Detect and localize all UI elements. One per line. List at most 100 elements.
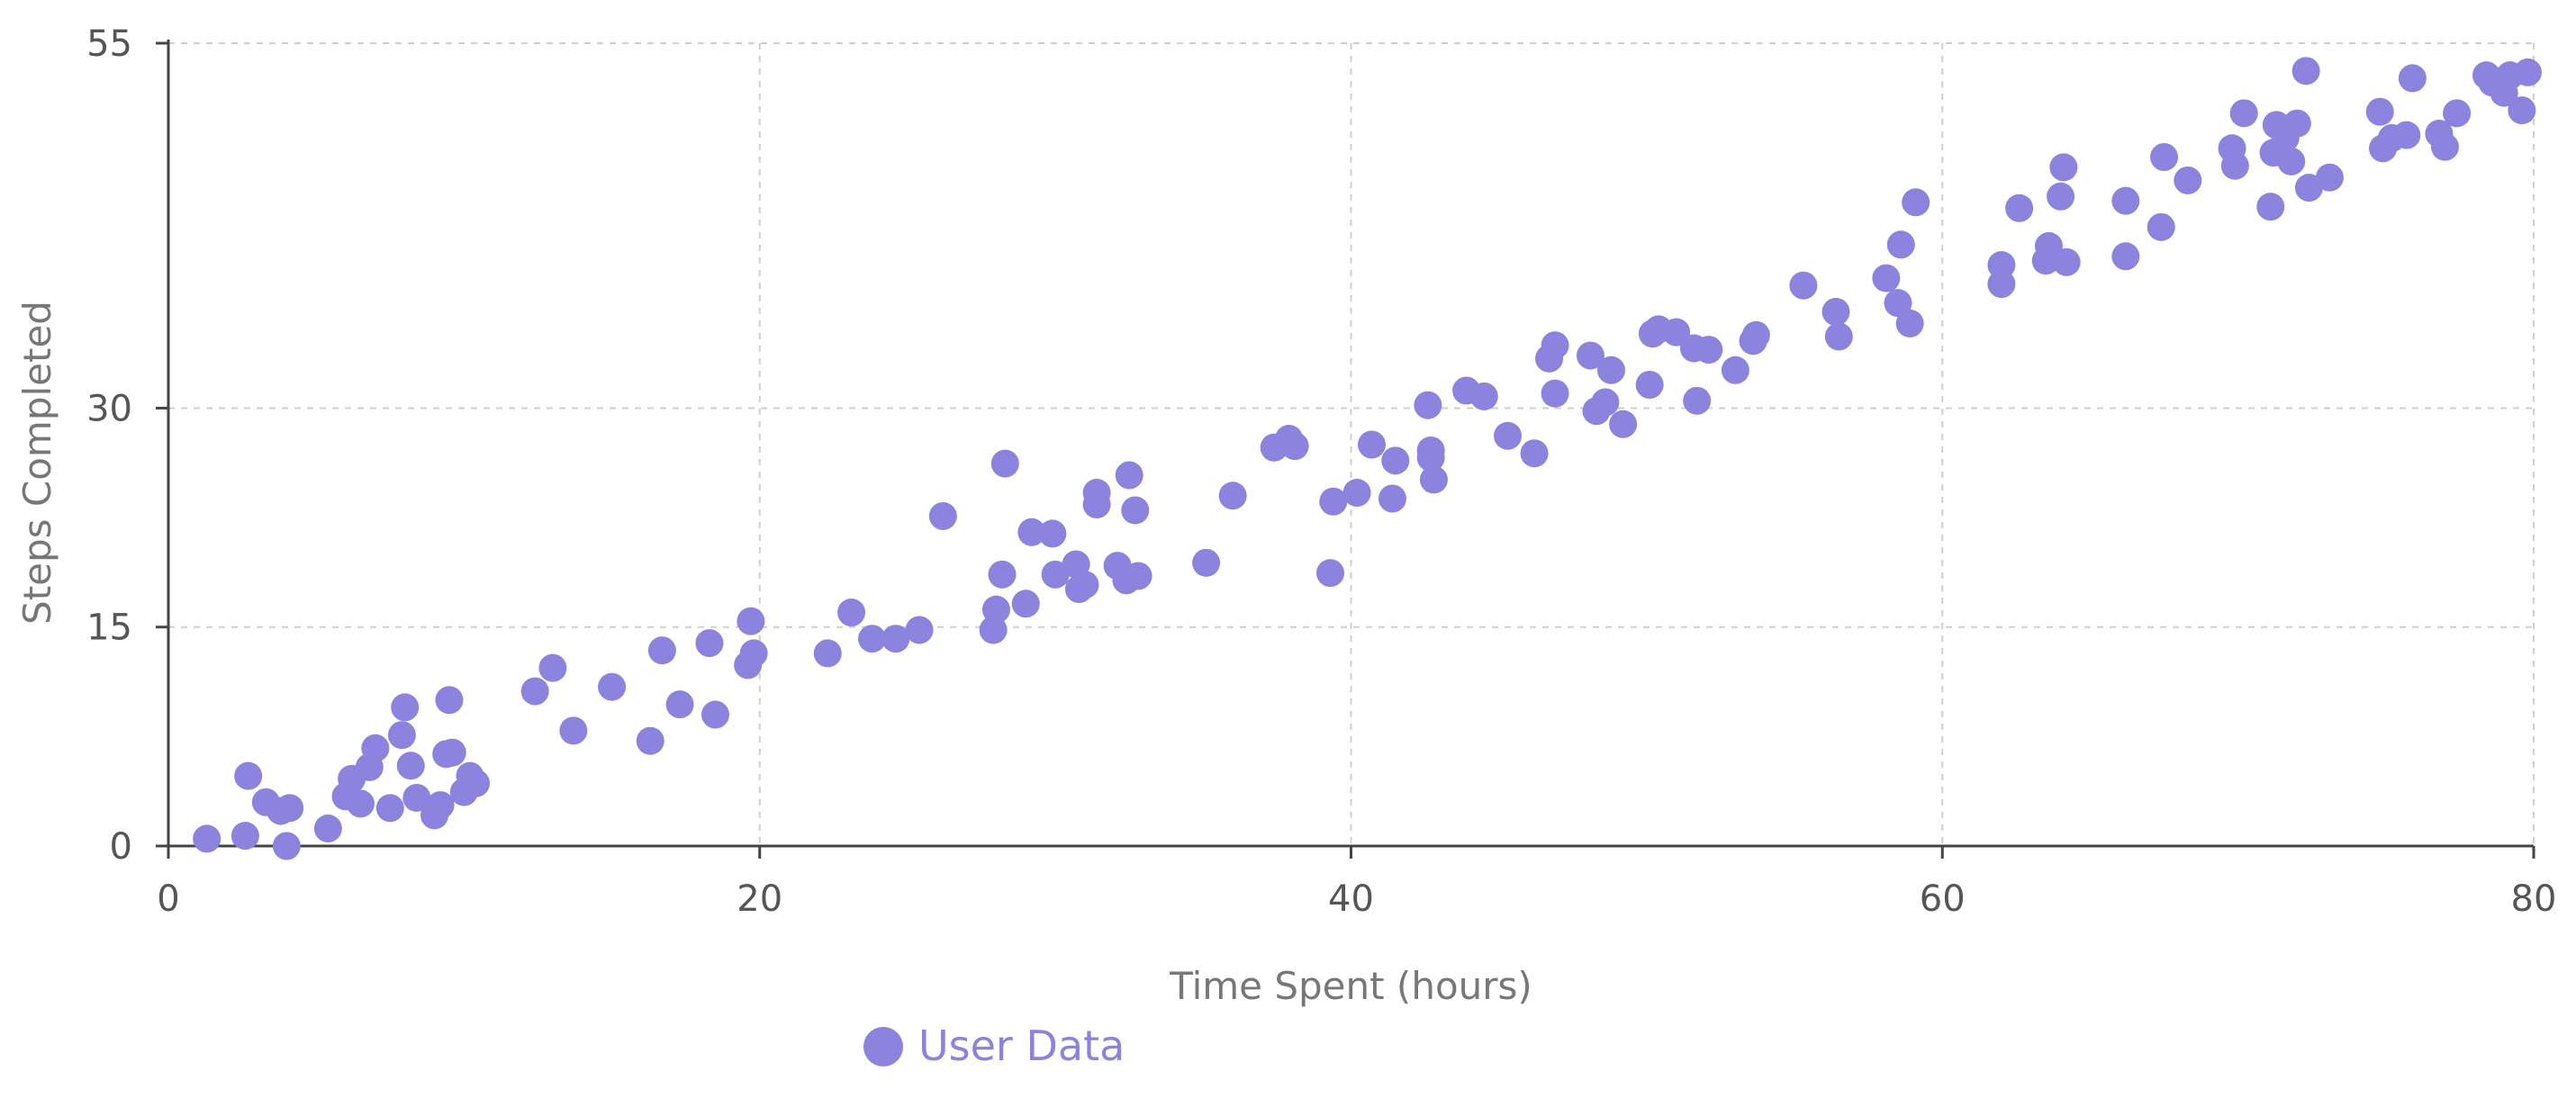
data-point[interactable] — [272, 832, 301, 860]
data-point[interactable] — [1695, 336, 1723, 364]
data-point[interactable] — [1591, 388, 1620, 417]
data-point[interactable] — [438, 738, 466, 767]
data-point[interactable] — [2147, 212, 2175, 241]
data-point[interactable] — [905, 616, 934, 644]
data-point[interactable] — [2220, 151, 2249, 180]
data-point[interactable] — [1357, 430, 1386, 459]
data-point[interactable] — [1419, 465, 1448, 494]
data-point[interactable] — [1987, 251, 2016, 280]
data-point[interactable] — [858, 625, 887, 653]
data-point[interactable] — [1576, 341, 1604, 370]
data-point[interactable] — [2256, 193, 2285, 221]
data-point[interactable] — [1541, 379, 1569, 408]
data-point[interactable] — [2291, 57, 2320, 86]
data-point[interactable] — [2111, 242, 2140, 271]
data-point[interactable] — [1121, 496, 1150, 525]
data-point[interactable] — [1821, 297, 1850, 326]
data-point[interactable] — [1319, 487, 1348, 516]
data-point[interactable] — [1683, 386, 1712, 415]
data-point[interactable] — [1469, 382, 1498, 410]
data-point[interactable] — [1886, 230, 1915, 259]
data-point[interactable] — [361, 734, 390, 762]
data-point[interactable] — [313, 814, 342, 843]
data-point[interactable] — [990, 449, 1019, 478]
data-point[interactable] — [1218, 482, 1247, 510]
data-point[interactable] — [387, 721, 416, 750]
data-point[interactable] — [2443, 99, 2472, 128]
data-point[interactable] — [1662, 318, 1691, 346]
data-point[interactable] — [981, 595, 1010, 624]
data-point[interactable] — [1124, 562, 1152, 590]
data-point[interactable] — [375, 794, 404, 823]
data-point[interactable] — [1038, 519, 1067, 548]
data-point[interactable] — [2315, 163, 2344, 192]
data-point[interactable] — [1635, 371, 1664, 400]
data-point[interactable] — [1741, 320, 1770, 349]
data-point[interactable] — [1280, 432, 1309, 461]
data-point[interactable] — [2392, 121, 2421, 149]
data-point[interactable] — [1041, 560, 1070, 589]
data-point[interactable] — [230, 822, 259, 850]
data-point[interactable] — [2052, 248, 2081, 276]
data-point[interactable] — [1416, 436, 1445, 464]
data-point[interactable] — [881, 625, 910, 653]
data-point[interactable] — [426, 791, 455, 820]
data-point[interactable] — [435, 686, 464, 715]
data-point[interactable] — [1824, 322, 1853, 351]
data-point[interactable] — [1494, 421, 1523, 450]
data-point[interactable] — [193, 824, 221, 853]
data-point[interactable] — [979, 616, 1008, 644]
data-point[interactable] — [402, 783, 431, 812]
data-point[interactable] — [665, 690, 694, 719]
data-point[interactable] — [739, 639, 768, 668]
data-point[interactable] — [1902, 188, 1930, 217]
data-point[interactable] — [700, 700, 729, 729]
data-point[interactable] — [1609, 410, 1638, 438]
data-point[interactable] — [2174, 166, 2202, 194]
data-point[interactable] — [1082, 479, 1111, 508]
data-point[interactable] — [1895, 309, 1924, 338]
data-point[interactable] — [2365, 97, 2394, 126]
data-point[interactable] — [2398, 64, 2427, 93]
data-point[interactable] — [1011, 590, 1040, 618]
data-point[interactable] — [737, 607, 765, 635]
data-point[interactable] — [2282, 109, 2311, 138]
data-point[interactable] — [813, 639, 842, 668]
data-point[interactable] — [598, 672, 627, 701]
data-point[interactable] — [2049, 153, 2078, 182]
data-point[interactable] — [2034, 231, 2063, 260]
data-point[interactable] — [2508, 96, 2536, 125]
data-point[interactable] — [1378, 484, 1406, 513]
data-point[interactable] — [2005, 194, 2034, 222]
data-point[interactable] — [1381, 446, 1410, 475]
data-point[interactable] — [391, 693, 420, 722]
data-point[interactable] — [1342, 479, 1371, 508]
data-point[interactable] — [2513, 58, 2542, 86]
data-point[interactable] — [2277, 147, 2306, 176]
data-point[interactable] — [837, 598, 866, 627]
data-point[interactable] — [462, 769, 491, 797]
data-point[interactable] — [1596, 356, 1625, 384]
data-point[interactable] — [1520, 439, 1549, 468]
data-point[interactable] — [559, 716, 588, 745]
data-point[interactable] — [1884, 289, 1912, 318]
data-point[interactable] — [647, 636, 676, 665]
data-point[interactable] — [276, 794, 304, 823]
data-point[interactable] — [2111, 186, 2140, 215]
legend[interactable]: User Data — [863, 1022, 1125, 1070]
data-point[interactable] — [234, 761, 263, 790]
data-point[interactable] — [988, 560, 1017, 589]
data-point[interactable] — [2430, 132, 2459, 161]
data-point[interactable] — [1414, 391, 1442, 419]
data-point[interactable] — [1192, 548, 1221, 577]
data-point[interactable] — [1017, 518, 1046, 546]
data-point[interactable] — [695, 629, 724, 658]
data-point[interactable] — [1316, 559, 1345, 588]
data-point[interactable] — [2229, 99, 2258, 128]
data-point[interactable] — [396, 752, 425, 780]
data-point[interactable] — [928, 501, 957, 530]
data-point[interactable] — [1115, 461, 1143, 490]
data-point[interactable] — [1071, 571, 1099, 599]
data-point[interactable] — [346, 789, 375, 818]
data-point[interactable] — [538, 653, 567, 682]
